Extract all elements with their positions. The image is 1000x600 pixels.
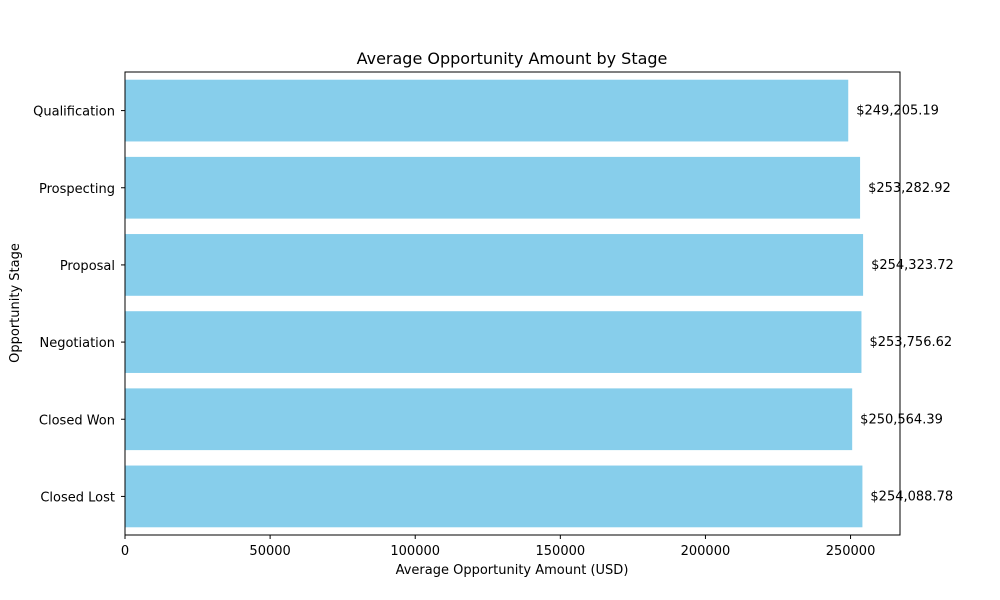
y-tick-label: Closed Lost (40, 490, 115, 505)
x-tick-label: 100000 (390, 544, 440, 559)
x-axis-label: Average Opportunity Amount (USD) (396, 563, 629, 578)
bar (125, 234, 864, 296)
x-tick-label: 50000 (249, 544, 290, 559)
bar-value-label: $250,564.39 (860, 412, 943, 427)
bar (125, 156, 861, 219)
x-tick-label: 200000 (681, 544, 731, 559)
bars-group (125, 79, 864, 528)
bar-value-label: $254,088.78 (870, 489, 953, 504)
bar-value-label: $254,323.72 (871, 258, 954, 273)
chart-title: Average Opportunity Amount by Stage (357, 49, 668, 68)
bar (125, 311, 862, 373)
bar-value-label: $249,205.19 (856, 104, 939, 119)
y-axis-label: Opportunity Stage (8, 243, 23, 363)
bar-value-label: $253,756.62 (869, 335, 952, 350)
y-tick-label: Qualification (33, 105, 115, 120)
bar-value-label: $253,282.92 (868, 181, 951, 196)
bar (125, 465, 863, 528)
y-tick-label: Closed Won (39, 413, 115, 428)
x-tick-label: 0 (121, 544, 129, 559)
y-tick-label: Prospecting (39, 182, 115, 197)
y-tick-label: Negotiation (39, 336, 115, 351)
plot-frame (124, 71, 901, 536)
x-tick-label: 150000 (536, 544, 586, 559)
y-tick-label: Proposal (60, 259, 115, 274)
value-labels-group: $249,205.19 $253,282.92 $254,323.72 $253,75… (856, 104, 954, 505)
x-axis-ticks: 0 50000 100000 150000 200000 250000 (121, 535, 876, 559)
x-tick-label: 250000 (826, 544, 876, 559)
y-axis-ticks: Qualification Prospecting Proposal Negotiat… (33, 105, 125, 505)
bar (125, 388, 853, 451)
bar (125, 79, 849, 142)
